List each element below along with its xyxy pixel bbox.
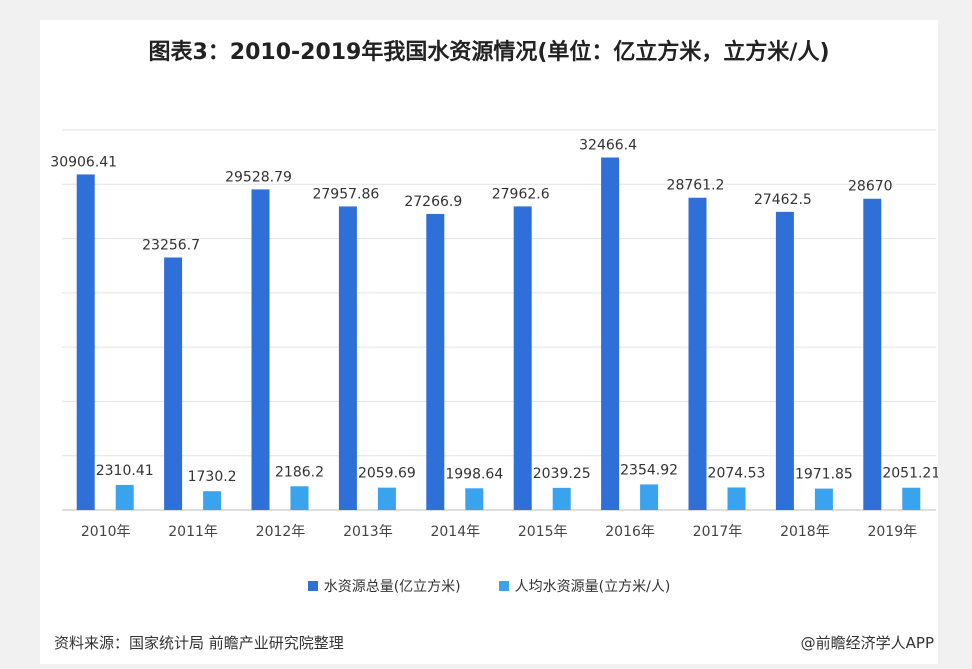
data-label-total: 29528.79: [225, 169, 292, 185]
x-tick-label: 2018年: [780, 524, 830, 540]
data-label-total: 27957.86: [312, 186, 379, 202]
source-note: 资料来源：国家统计局 前瞻产业研究院整理: [54, 634, 344, 652]
x-tick-label: 2019年: [867, 524, 917, 540]
bar-total: [601, 157, 620, 510]
chart-title: 图表3：2010-2019年我国水资源情况(单位：亿立方米，立方米/人): [148, 40, 830, 65]
credit-note: @前瞻经济学人APP: [800, 634, 934, 652]
bar-per-capita: [115, 484, 134, 510]
x-tick-label: 2017年: [693, 524, 743, 540]
bar-per-capita: [640, 484, 659, 510]
data-label-total: 27266.9: [404, 194, 462, 210]
bar-per-capita: [203, 491, 222, 510]
bar-chart: 30906.41 2310.41 23256.7 1730.2 29528.79 2186…: [50, 129, 938, 540]
x-tick-label: 2015年: [518, 524, 568, 540]
data-label-per-capita: 2074.53: [708, 465, 766, 481]
data-label-total: 28761.2: [667, 178, 725, 194]
bar-per-capita: [290, 486, 309, 510]
data-label-total: 30906.41: [50, 154, 117, 170]
legend-item-per-capita: 人均水资源量(立方米/人): [498, 576, 671, 596]
bar-total: [513, 206, 532, 510]
bar-total: [688, 197, 707, 511]
bar-per-capita: [814, 488, 833, 510]
bar-per-capita: [377, 487, 396, 510]
legend-swatch-per-capita: [498, 581, 509, 591]
chart-card: 图表3：2010-2019年我国水资源情况(单位：亿立方米，立方米/人) 309…: [40, 20, 938, 664]
bar-total: [426, 213, 445, 511]
x-tick-label: 2011年: [168, 524, 218, 540]
data-label-per-capita: 2186.2: [275, 464, 324, 480]
data-label-per-capita: 1971.85: [795, 467, 853, 483]
legend: 水资源总量(亿立方米) 人均水资源量(立方米/人): [40, 576, 938, 596]
bar-per-capita: [902, 487, 921, 510]
legend-label-total: 水资源总量(亿立方米): [323, 579, 461, 595]
bar-per-capita: [727, 487, 746, 510]
bar-per-capita: [552, 487, 571, 510]
legend-item-total: 水资源总量(亿立方米): [307, 576, 461, 596]
x-tick-label: 2010年: [81, 524, 131, 540]
bar-total: [338, 206, 357, 510]
data-label-total: 27462.5: [754, 192, 812, 208]
data-label-per-capita: 2051.21: [882, 466, 938, 482]
bar-total: [775, 211, 794, 511]
data-label-per-capita: 2354.92: [620, 462, 678, 478]
x-tick-label: 2013年: [343, 524, 393, 540]
x-tick-label: 2012年: [256, 524, 306, 540]
data-label-per-capita: 1998.64: [445, 466, 503, 482]
bars: [76, 157, 921, 511]
x-axis-ticks: 2010年 2011年 2012年 2013年 2014年 2015年 2016年 2017年…: [81, 524, 917, 540]
bar-per-capita: [465, 488, 484, 510]
data-label-per-capita: 2310.41: [96, 463, 154, 479]
data-label-per-capita: 2039.25: [533, 466, 591, 482]
data-label-per-capita: 2059.69: [358, 466, 416, 482]
data-label-per-capita: 1730.2: [188, 469, 237, 485]
bar-total: [863, 198, 882, 510]
legend-label-per-capita: 人均水资源量(立方米/人): [514, 579, 671, 595]
bar-total: [164, 257, 183, 510]
data-label-total: 28670: [848, 179, 893, 195]
bar-total: [76, 174, 95, 510]
x-tick-label: 2016年: [605, 524, 655, 540]
x-tick-label: 2014年: [430, 524, 480, 540]
data-label-total: 23256.7: [142, 237, 200, 253]
legend-swatch-total: [307, 581, 318, 591]
data-labels: 30906.41 2310.41 23256.7 1730.2 29528.79 2186…: [50, 138, 938, 486]
bar-total: [251, 189, 270, 510]
data-label-total: 32466.4: [579, 138, 637, 154]
data-label-total: 27962.6: [492, 186, 550, 202]
